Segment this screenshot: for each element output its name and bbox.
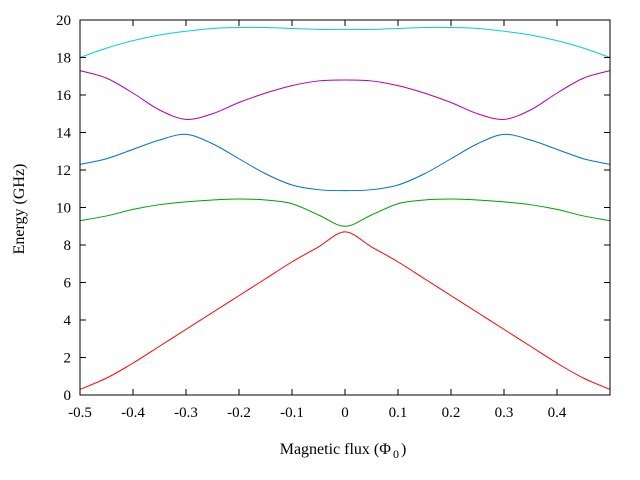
y-tick-label: 0: [64, 388, 72, 404]
energy-level-3-line: [79, 133, 611, 192]
energy-level-2-line: [79, 198, 611, 227]
curves-layer: [79, 26, 611, 390]
x-tick-label: -0.2: [227, 405, 251, 421]
x-tick-label: 0.4: [548, 405, 567, 421]
y-tick-label: 8: [64, 238, 72, 254]
x-tick-label: 0.1: [389, 405, 408, 421]
x-tick-label: -0.3: [174, 405, 198, 421]
y-tick-label: 10: [56, 201, 71, 217]
y-tick-label: 12: [56, 163, 71, 179]
x-tick-label: 0: [341, 405, 349, 421]
energy-level-5-line: [79, 26, 611, 58]
y-tick-label: 14: [56, 126, 72, 142]
x-tick-label: 0.3: [495, 405, 514, 421]
tick-labels-layer: -0.5 -0.4 -0.3 -0.2 -0.1 0 0.1 0.2 0.3 0.4 0 2 4 6 8 10…: [56, 13, 567, 421]
plot-frame: [79, 19, 611, 396]
y-tick-label: 2: [64, 351, 72, 367]
x-axis-title: Magnetic flux (Φ 0): [280, 441, 407, 461]
y-tick-label: 16: [56, 88, 72, 104]
y-axis-title: Energy (GHz): [11, 164, 28, 255]
y-tick-label: 18: [56, 51, 71, 67]
energy-level-4-line: [79, 70, 611, 120]
y-tick-label: 6: [64, 276, 72, 292]
ticks-layer: [79, 19, 610, 396]
x-tick-label: -0.1: [280, 405, 304, 421]
energy-level-1-line: [79, 231, 611, 390]
x-tick-label: 0.2: [442, 405, 461, 421]
x-tick-label: -0.4: [121, 405, 145, 421]
y-tick-label: 20: [56, 13, 71, 29]
x-tick-label: -0.5: [68, 405, 92, 421]
y-tick-label: 4: [64, 313, 72, 329]
